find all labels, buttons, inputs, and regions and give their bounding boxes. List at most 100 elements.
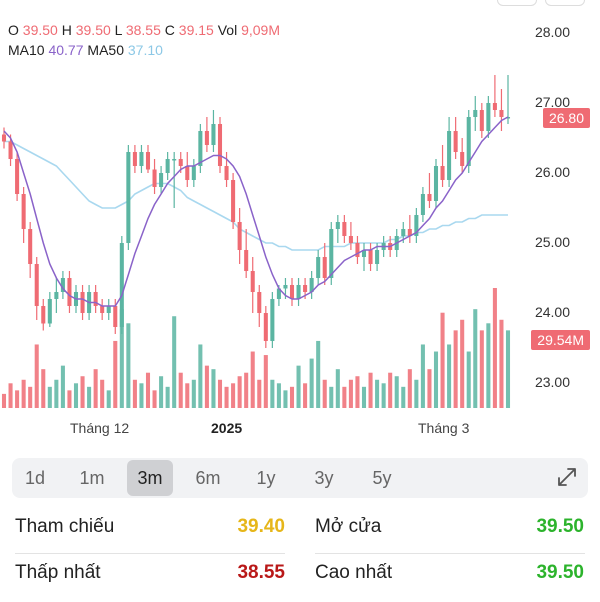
volume-bar <box>60 365 65 408</box>
candle-body <box>263 313 268 341</box>
candle-body <box>453 131 458 152</box>
volume-bar <box>375 379 380 408</box>
volume-bar <box>119 309 124 408</box>
range-1m[interactable]: 1m <box>79 468 105 488</box>
volume-bar <box>453 330 458 408</box>
volume-bar <box>394 376 399 408</box>
candlestick-chart[interactable] <box>0 0 600 445</box>
volume-bar <box>217 379 223 408</box>
candle-body <box>414 215 419 236</box>
volume-bar <box>329 386 334 408</box>
volume-bar <box>185 383 190 408</box>
candle-body <box>270 299 275 341</box>
volume-bar <box>139 383 144 408</box>
ma10-label: MA10 <box>8 42 45 58</box>
candle-body <box>447 131 452 180</box>
volume-bar <box>224 386 229 408</box>
volume-bar <box>460 319 465 408</box>
candle-body <box>54 292 59 299</box>
candle-body <box>211 124 216 145</box>
candle-body <box>139 152 144 166</box>
volume-bar <box>289 386 295 408</box>
candle-body <box>132 152 137 166</box>
candle-body <box>204 131 209 145</box>
candle-body <box>47 299 52 324</box>
open-value: 39.50 <box>22 22 58 38</box>
candle-body <box>348 236 353 243</box>
candle-body <box>237 222 242 250</box>
y-tick-26: 26.00 <box>534 164 570 180</box>
volume-bar <box>237 376 242 408</box>
candle-body <box>479 110 484 131</box>
candle-body <box>198 131 203 166</box>
volume-bar <box>342 386 347 408</box>
candle-body <box>250 271 255 292</box>
stock-chart[interactable]: O 39.50 H 39.50 L 38.55 C 39.15 Vol 9,09… <box>0 0 600 445</box>
volume-bar <box>204 365 209 408</box>
candle-body <box>172 159 177 161</box>
candle-body <box>460 152 465 166</box>
ma10-line <box>3 116 509 307</box>
volume-bar <box>244 372 249 408</box>
volume-bar <box>113 340 118 408</box>
expand-icon[interactable] <box>556 466 578 488</box>
volume-bar <box>67 390 72 408</box>
candle-body <box>433 166 439 201</box>
range-3y[interactable]: 3y <box>314 468 334 488</box>
range-1y[interactable]: 1y <box>256 468 276 488</box>
high-price-label: Cao nhất <box>315 562 393 583</box>
candle-body <box>113 306 118 327</box>
volume-bar <box>132 379 137 408</box>
open-price-label: Mở cửa <box>315 516 382 537</box>
high-label: H <box>61 22 72 38</box>
volume-bar <box>172 316 177 408</box>
y-tick-27: 27.00 <box>534 94 570 110</box>
candle-body <box>178 159 183 166</box>
volume-bar <box>80 376 85 408</box>
ohlc-readout: O 39.50 H 39.50 L 38.55 C 39.15 Vol 9,09… <box>8 22 280 38</box>
candle-body <box>329 229 334 278</box>
candle-body <box>420 194 425 215</box>
candle-body <box>152 169 157 187</box>
volume-bar <box>145 372 151 408</box>
x-tick-thang-3: Tháng 3 <box>418 420 470 436</box>
candle-body <box>126 152 131 243</box>
price-tag: 26.80 <box>542 108 590 128</box>
y-tick-24: 24.00 <box>534 304 570 320</box>
candle-body <box>440 166 445 180</box>
candle-body <box>106 306 111 313</box>
volume-bar <box>486 323 491 408</box>
ma50-label: MA50 <box>87 42 124 58</box>
candle-body <box>427 194 432 201</box>
volume-tag: 29.54M <box>531 330 590 350</box>
candle-body <box>159 173 164 187</box>
candle-body <box>283 285 288 289</box>
volume-value: 9,09M <box>241 22 281 38</box>
range-6m[interactable]: 6m <box>195 468 221 488</box>
range-5y[interactable]: 5y <box>372 468 392 488</box>
candle-body <box>231 180 236 222</box>
volume-bar <box>388 372 393 408</box>
stats-row-1: Tham chiếu 39.40 Mở cửa 39.50 <box>0 516 600 556</box>
candle-body <box>93 292 98 306</box>
low-price-value: 38.55 <box>237 562 285 583</box>
volume-bar <box>106 390 111 408</box>
volume-bar <box>492 288 497 408</box>
candle-body <box>303 285 308 292</box>
candle-body <box>322 257 327 278</box>
candle-body <box>185 166 190 180</box>
candle-body <box>191 166 196 180</box>
volume-label: Vol <box>217 22 238 38</box>
candle-body <box>375 250 380 264</box>
volume-bar <box>8 383 13 408</box>
range-3m[interactable]: 3m <box>127 460 173 496</box>
volume-bar <box>15 390 20 408</box>
reference-value: 39.40 <box>237 516 285 537</box>
high-value: 39.50 <box>75 22 111 38</box>
divider-right <box>315 553 585 554</box>
volume-bar <box>73 383 79 408</box>
candle-body <box>28 229 33 264</box>
volume-bar <box>473 309 478 408</box>
range-1d[interactable]: 1d <box>24 468 46 488</box>
candle-body <box>368 250 373 264</box>
